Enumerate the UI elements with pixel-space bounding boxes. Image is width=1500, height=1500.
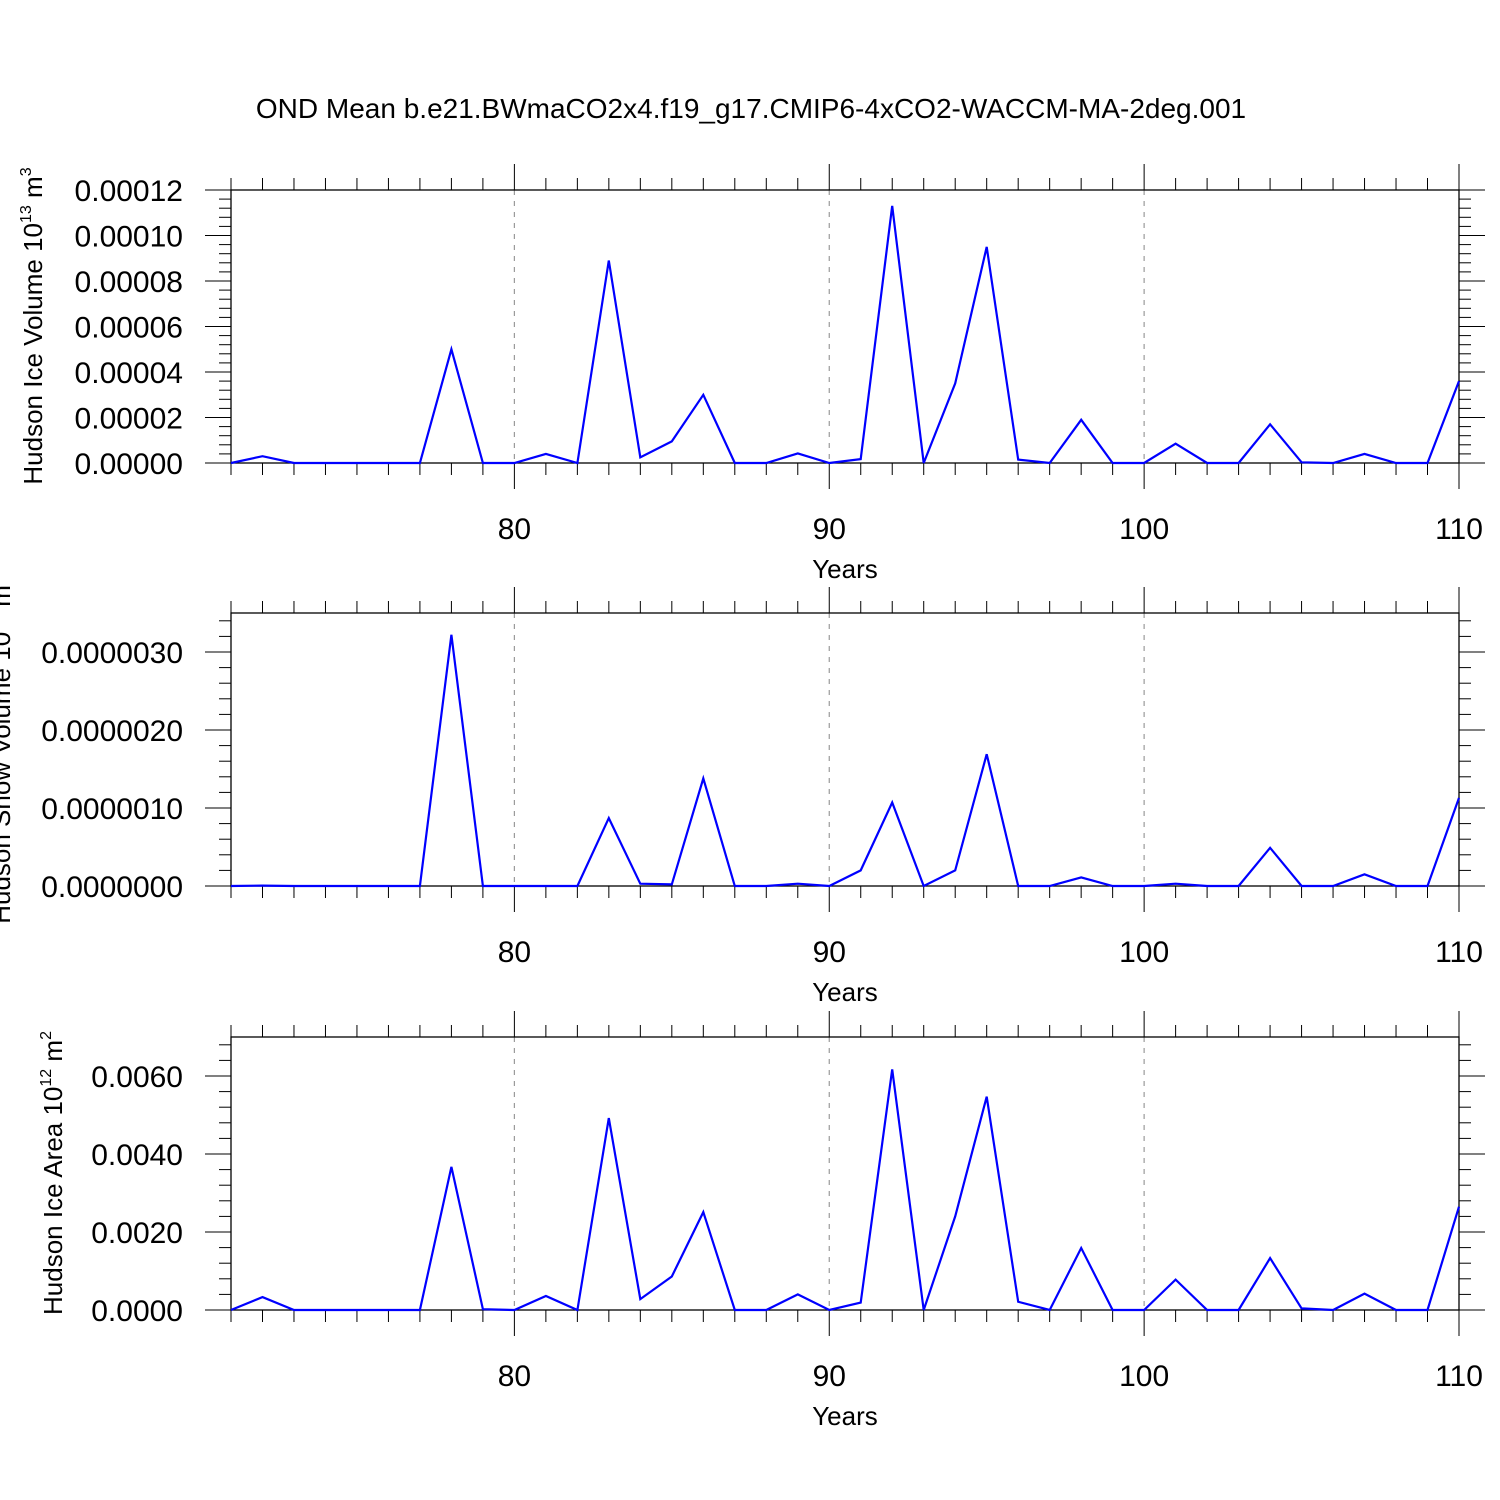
plot-frame <box>230 1036 1460 1311</box>
y-axis-label-unit: m <box>18 176 48 205</box>
series-line <box>230 634 1461 888</box>
x-tick-label: 110 <box>1435 513 1483 546</box>
x-axis-label: Years <box>812 1401 878 1431</box>
x-tick-label: 100 <box>1119 513 1169 546</box>
panel-ice-volume: 80 90 100 110 Years 0.00000 0.00002 0.00004 0.00… <box>18 164 1485 584</box>
y-tick-label: 0.00004 <box>75 357 183 390</box>
y-tick-label: 0.00010 <box>75 221 183 254</box>
y-axis-label-exponent: 12 <box>38 1069 55 1087</box>
x-tick-label: 100 <box>1119 1360 1169 1393</box>
y-axis-label-base: Hudson Ice Area 10 <box>38 1087 68 1315</box>
panel-snow-volume: 80 90 100 110 Years 0.0000000 0.0000010 0.00000… <box>0 576 1485 1007</box>
x-tick-label: 90 <box>813 1360 846 1393</box>
y-axis-label-base: Hudson Ice Volume 10 <box>18 223 48 485</box>
panel-ice-area: 80 90 100 110 Years 0.0000 0.0020 0.0040 0.0060 H… <box>38 1011 1485 1431</box>
y-tick-label: 0.0000 <box>91 1295 183 1328</box>
y-axis-label-unit-exponent: 3 <box>18 167 35 176</box>
plot-frame <box>230 189 1460 464</box>
y-axis-label-unit-exponent: 3 <box>0 576 3 585</box>
x-tick-label: 110 <box>1435 1360 1483 1393</box>
figure-title: OND Mean b.e21.BWmaCO2x4.f19_g17.CMIP6-4… <box>256 93 1246 124</box>
y-axis-label: Hudson Snow Volume 1013 m3 <box>0 576 16 924</box>
y-tick-label: 0.0000030 <box>41 637 183 670</box>
y-tick-label: 0.0020 <box>91 1217 183 1250</box>
x-tick-label: 80 <box>498 1360 531 1393</box>
y-axis-label-unit: m <box>38 1040 68 1069</box>
y-axis-label: Hudson Ice Volume 1013 m3 <box>18 167 48 484</box>
y-tick-label: 0.0060 <box>91 1061 183 1094</box>
x-tick-label: 110 <box>1435 936 1483 969</box>
x-axis-label: Years <box>812 977 878 1007</box>
y-axis-label-exponent: 13 <box>18 205 35 223</box>
x-axis-label: Years <box>812 554 878 584</box>
y-axis-label-exponent: 13 <box>0 614 3 632</box>
y-tick-label: 0.00002 <box>75 403 183 436</box>
x-tick-label: 90 <box>813 513 846 546</box>
series-line <box>230 205 1461 465</box>
x-tick-label: 80 <box>498 513 531 546</box>
x-tick-label: 100 <box>1119 936 1169 969</box>
y-tick-label: 0.00006 <box>75 312 183 345</box>
x-tick-label: 90 <box>813 936 846 969</box>
y-tick-label: 0.0000000 <box>41 871 183 904</box>
y-tick-label: 0.0000020 <box>41 715 183 748</box>
y-tick-label: 0.00000 <box>75 448 183 481</box>
x-tick-label: 80 <box>498 936 531 969</box>
y-axis-label-unit: m <box>0 585 16 614</box>
y-tick-label: 0.00012 <box>75 175 183 208</box>
y-axis-label-unit-exponent: 2 <box>38 1031 55 1040</box>
plot-frame <box>230 612 1460 887</box>
y-tick-label: 0.0040 <box>91 1139 183 1172</box>
y-tick-label: 0.00008 <box>75 266 183 299</box>
y-axis-label: Hudson Ice Area 1012 m2 <box>38 1031 68 1315</box>
series-line <box>230 1069 1461 1312</box>
y-axis-label-base: Hudson Snow Volume 10 <box>0 632 16 924</box>
y-tick-label: 0.0000010 <box>41 793 183 826</box>
